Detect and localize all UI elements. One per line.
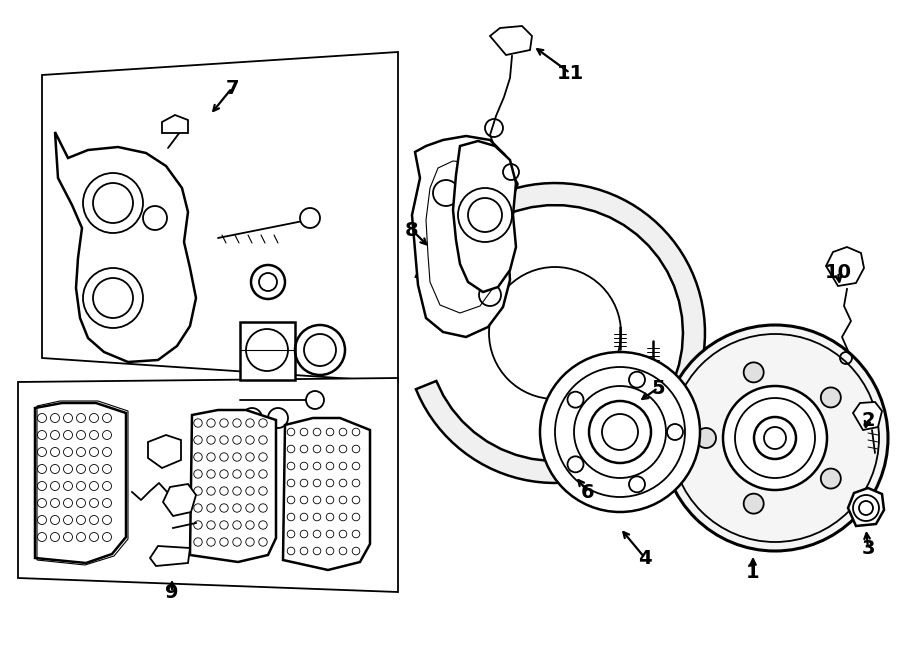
Circle shape xyxy=(300,208,320,228)
Polygon shape xyxy=(42,52,398,382)
Polygon shape xyxy=(18,378,398,592)
Circle shape xyxy=(568,456,583,472)
Circle shape xyxy=(629,476,645,493)
Circle shape xyxy=(723,386,827,490)
Circle shape xyxy=(743,494,764,514)
Circle shape xyxy=(667,424,683,440)
Text: 7: 7 xyxy=(225,79,238,97)
Polygon shape xyxy=(150,546,190,566)
Polygon shape xyxy=(163,484,196,516)
Polygon shape xyxy=(853,402,882,430)
Text: 11: 11 xyxy=(556,64,583,83)
Polygon shape xyxy=(412,136,510,337)
Text: 6: 6 xyxy=(581,483,595,502)
Text: 8: 8 xyxy=(405,220,418,240)
Polygon shape xyxy=(240,322,295,380)
Polygon shape xyxy=(490,26,532,55)
Circle shape xyxy=(696,428,716,448)
Polygon shape xyxy=(148,435,181,468)
Circle shape xyxy=(821,469,841,489)
Polygon shape xyxy=(826,247,864,286)
Text: 9: 9 xyxy=(166,583,179,602)
Text: 4: 4 xyxy=(638,549,652,567)
Text: 1: 1 xyxy=(746,563,760,581)
Circle shape xyxy=(629,371,645,388)
Polygon shape xyxy=(35,403,126,563)
Text: 5: 5 xyxy=(652,379,665,397)
Polygon shape xyxy=(416,183,705,483)
Polygon shape xyxy=(162,115,188,133)
Circle shape xyxy=(540,352,700,512)
Circle shape xyxy=(662,325,888,551)
Polygon shape xyxy=(190,410,276,562)
Polygon shape xyxy=(453,141,516,292)
Polygon shape xyxy=(283,418,370,570)
Circle shape xyxy=(568,392,583,408)
Text: 3: 3 xyxy=(861,538,875,557)
Text: 10: 10 xyxy=(824,263,851,281)
Circle shape xyxy=(306,391,324,409)
Text: 2: 2 xyxy=(861,410,875,430)
Polygon shape xyxy=(240,436,260,460)
Circle shape xyxy=(743,362,764,383)
Polygon shape xyxy=(55,132,196,362)
Polygon shape xyxy=(848,488,884,526)
Circle shape xyxy=(821,387,841,407)
